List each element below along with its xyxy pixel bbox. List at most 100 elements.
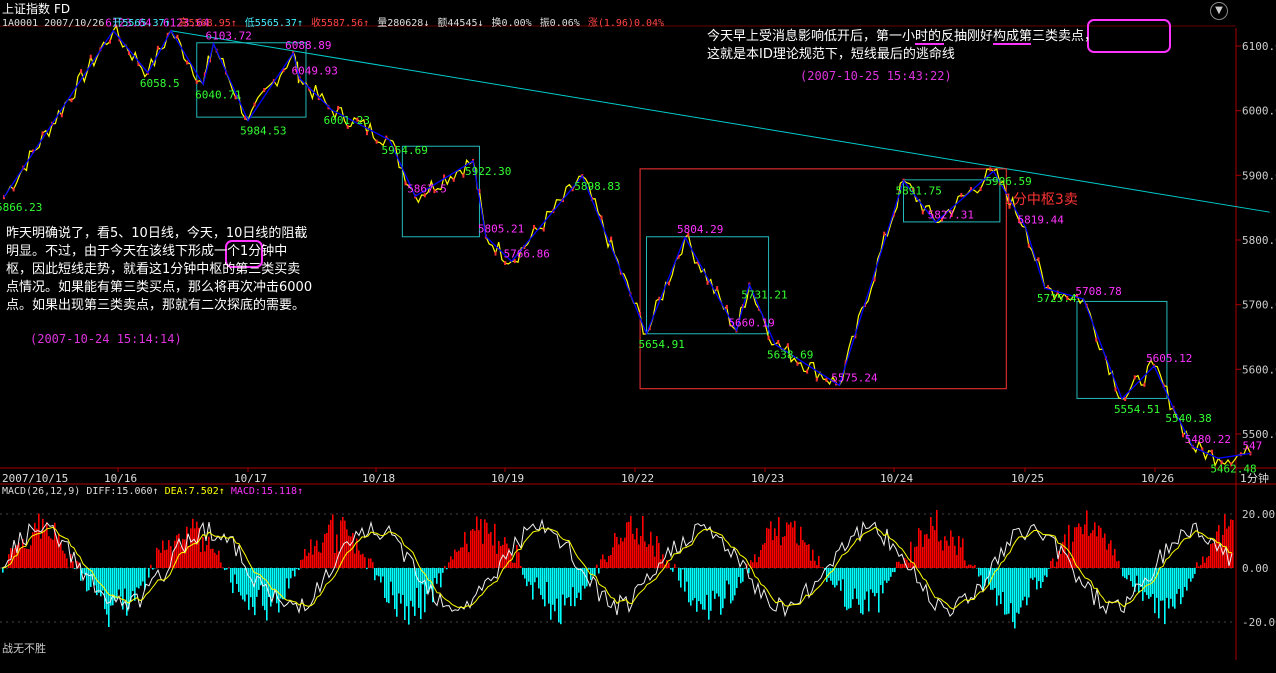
macd-bar	[248, 568, 250, 610]
macd-bar	[30, 545, 32, 568]
macd-bar	[1092, 530, 1094, 568]
macd-bar	[882, 568, 884, 593]
macd-bar	[1090, 533, 1092, 568]
macd-bar	[838, 568, 840, 581]
macd-bar	[884, 568, 886, 581]
price-bar	[796, 362, 798, 366]
macd-bar	[72, 561, 74, 568]
macd-bar	[1108, 544, 1110, 568]
macd-bar	[410, 568, 412, 601]
macd-bar	[1148, 568, 1150, 599]
macd-bar	[844, 568, 846, 607]
macd-bar	[1166, 568, 1168, 598]
high-value: 高5568.95↑	[179, 18, 237, 29]
stroke-value-label: 5605.12	[1146, 352, 1192, 365]
macd-bar	[684, 568, 686, 592]
macd-name: MACD(26,12,9)	[2, 486, 80, 497]
macd-bar	[900, 564, 902, 568]
macd-bar	[412, 568, 414, 607]
macd-bar	[688, 568, 690, 602]
macd-bar	[706, 568, 708, 595]
macd-bar	[862, 568, 864, 615]
macd-bar	[932, 526, 934, 568]
macd-bar	[512, 563, 514, 568]
macd-bar	[26, 549, 28, 568]
macd-bar	[516, 545, 518, 568]
macd-bar	[538, 568, 540, 589]
macd-bar	[298, 568, 300, 570]
macd-bar	[898, 562, 900, 568]
macd-bar	[570, 568, 572, 606]
price-bar	[376, 140, 378, 144]
macd-bar	[794, 521, 796, 568]
macd-bar	[182, 539, 184, 568]
stroke-value-label: 6001.23	[324, 114, 370, 127]
macd-bar	[1030, 568, 1032, 578]
macd-bar	[642, 516, 644, 568]
price-tick-label: 5600.00	[1242, 363, 1276, 376]
low-value: 低5565.37↑	[245, 18, 303, 29]
macd-bar	[782, 537, 784, 568]
stroke-value-label: 5575.24	[831, 371, 878, 384]
macd-bar	[734, 568, 736, 595]
macd-bar	[754, 554, 756, 568]
macd-bar	[600, 559, 602, 568]
macd-bar	[654, 557, 656, 568]
macd-bar	[770, 521, 772, 568]
macd-bar	[1080, 527, 1082, 568]
macd-bar	[976, 568, 978, 569]
price-bar	[787, 343, 789, 347]
macd-bar	[252, 568, 254, 607]
macd-bar	[524, 568, 526, 579]
date-tick-label: 10/16	[104, 472, 137, 485]
macd-bar	[32, 532, 34, 568]
macd-bar	[646, 547, 648, 568]
macd-bar	[720, 568, 722, 615]
stroke-value-label: 5954.69	[382, 144, 428, 157]
macd-bar	[458, 551, 460, 568]
macd-bar	[398, 568, 400, 593]
macd-bar	[1064, 534, 1066, 568]
open-value: 开5565.37↑	[112, 18, 170, 29]
top-note-date: (2007-10-25 15:43:22)	[800, 69, 952, 83]
macd-bar	[306, 556, 308, 568]
left-note-date: (2007-10-24 15:14:14)	[30, 332, 182, 346]
macd-bar	[890, 568, 892, 577]
chevron-down-icon[interactable]: ▼	[1210, 2, 1228, 20]
macd-bar	[226, 568, 228, 569]
macd-bar	[132, 568, 134, 591]
macd-bar	[608, 556, 610, 568]
macd-bar	[818, 556, 820, 568]
macd-bar	[1104, 533, 1106, 568]
macd-bar	[946, 541, 948, 568]
macd-bar	[352, 533, 354, 568]
macd-bar	[672, 568, 674, 572]
macd-bar	[500, 546, 502, 568]
macd-bar	[796, 543, 798, 568]
macd-bar	[574, 568, 576, 606]
macd-bar	[1012, 568, 1014, 622]
macd-bar	[604, 559, 606, 568]
macd-bar	[288, 568, 290, 588]
volume-value: 量280628↓	[377, 18, 429, 29]
macd-bar	[1060, 554, 1062, 568]
macd-bar	[588, 568, 590, 570]
macd-bar	[626, 522, 628, 568]
macd-bar	[40, 539, 42, 568]
macd-bar	[374, 568, 376, 580]
macd-bar	[1102, 538, 1104, 568]
macd-bar	[738, 568, 740, 577]
macd-bar	[184, 539, 186, 568]
macd-bar	[578, 568, 580, 593]
macd-bar	[382, 568, 384, 577]
macd-bar	[730, 568, 732, 603]
macd-bar	[486, 523, 488, 568]
macd-bar	[304, 549, 306, 568]
macd-bar	[292, 568, 294, 571]
price-bar	[1115, 387, 1117, 391]
macd-bar	[928, 539, 930, 568]
macd-bar	[284, 568, 286, 599]
price-tick-label: 6100.00	[1242, 40, 1276, 53]
price-bar	[80, 69, 82, 73]
